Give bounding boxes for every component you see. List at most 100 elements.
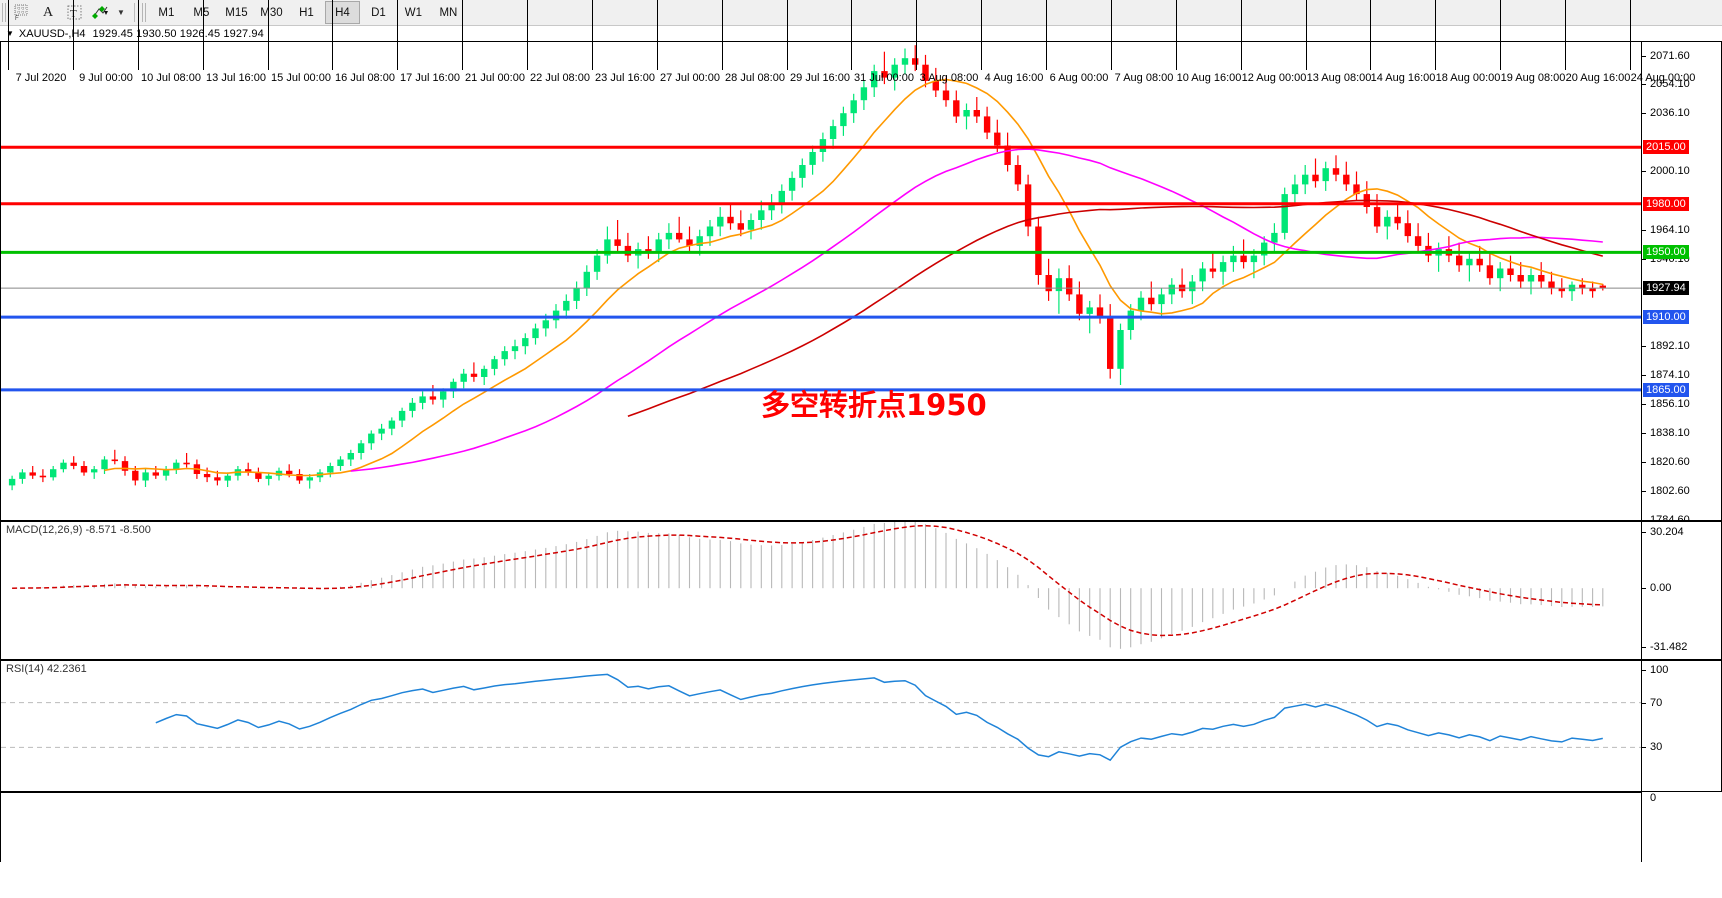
macd-pane[interactable]: MACD(12,26,9) -8.571 -8.500 30.204 0.00 -3…	[0, 521, 1722, 660]
time-axis-tick	[203, 0, 204, 70]
time-axis-label: 7 Jul 2020	[15, 72, 67, 84]
time-axis-tick	[1370, 0, 1371, 70]
time-axis-tick	[397, 0, 398, 70]
price-axis-tick	[1642, 229, 1646, 231]
symbol-bar: ▼ XAUUSD-,H4 1929.45 1930.50 1926.45 192…	[0, 26, 1722, 41]
chart-collapse-icon[interactable]: ▼	[6, 29, 14, 38]
time-axis-tick	[1630, 0, 1631, 70]
time-axis-label: 29 Jul 16:00	[790, 72, 850, 84]
macd-axis-label: 30.204	[1650, 526, 1684, 538]
timeframe-m15[interactable]: M15	[225, 6, 248, 19]
price-axis-tick	[1642, 113, 1646, 115]
price-axis-label: 1820.60	[1650, 455, 1690, 468]
timeframe-m30[interactable]: M30	[260, 6, 283, 19]
time-axis-label: 10 Aug 16:00	[1176, 72, 1242, 84]
time-axis-label: 21 Jul 00:00	[465, 72, 525, 84]
drawing-dropdown-caret-icon[interactable]: ▼	[117, 8, 125, 17]
drawing-objects-icon[interactable]	[87, 1, 113, 24]
price-chart-svg	[1, 45, 1641, 491]
price-axis-tick	[1642, 404, 1646, 406]
crosshair-grid-icon[interactable]: F	[9, 1, 35, 24]
time-axis-tick	[1500, 0, 1501, 70]
time-axis-tick	[787, 0, 788, 70]
rsi-pane[interactable]: RSI(14) 42.2361 100 70 30	[0, 660, 1722, 792]
timeframe-mn[interactable]: MN	[439, 6, 458, 19]
time-axis-tick	[1111, 0, 1112, 70]
time-axis-label: 24 Aug 00:00	[1630, 72, 1696, 84]
time-axis-tick	[1241, 0, 1242, 70]
symbol-label: XAUUSD-,H4	[18, 27, 86, 40]
macd-plot-area[interactable]	[1, 522, 1641, 659]
rsi-plot-area[interactable]	[1, 661, 1641, 791]
price-axis-tick	[1642, 375, 1646, 377]
time-axis-tick	[851, 0, 852, 70]
rsi-axis-label: 70	[1650, 696, 1663, 709]
time-axis-label: 7 Aug 08:00	[1114, 72, 1174, 84]
price-axis-label: 2071.60	[1650, 49, 1690, 62]
price-level-tag-support[interactable]: 1910.00	[1643, 310, 1689, 325]
price-axis-label: 1802.60	[1650, 484, 1690, 497]
rsi-axis-label: 30	[1650, 741, 1663, 754]
price-level-tag-support[interactable]: 1865.00	[1643, 382, 1689, 397]
price-axis-tick	[1642, 520, 1646, 521]
timeframe-grip[interactable]	[141, 3, 147, 22]
time-axis-label: 22 Jul 08:00	[530, 72, 590, 84]
time-axis-label: 18 Aug 00:00	[1435, 72, 1501, 84]
time-axis-tick	[527, 0, 528, 70]
price-level-tag-resistance[interactable]: 2015.00	[1643, 140, 1689, 155]
time-axis-tick	[73, 0, 74, 70]
price-axis-tick	[1642, 461, 1646, 463]
rsi-axis-tick	[1642, 702, 1646, 704]
rsi-axis-tick	[1642, 670, 1646, 671]
time-axis-label: 28 Jul 08:00	[725, 72, 785, 84]
rsi-axis-tick	[1642, 747, 1646, 749]
time-axis-tick	[981, 0, 982, 70]
macd-axis-tick	[1642, 588, 1646, 590]
time-axis-tick	[138, 0, 139, 70]
price-axis-label: 1856.10	[1650, 398, 1690, 411]
time-axis-label: 20 Aug 16:00	[1565, 72, 1631, 84]
timeframe-m1[interactable]: M1	[158, 6, 175, 19]
price-axis-tick	[1642, 171, 1646, 173]
time-axis-right-border	[1641, 792, 1642, 862]
rsi-chart-svg	[1, 673, 1641, 762]
price-pane[interactable]: 多空转折点1950 2071.60 2054.10 2036.10 2000.10 19…	[0, 41, 1722, 526]
price-level-tag-current[interactable]: 1927.94	[1643, 281, 1689, 296]
time-axis-label: 4 Aug 16:00	[984, 72, 1044, 84]
timeframe-h1[interactable]: H1	[299, 6, 314, 19]
price-axis-tick	[1642, 55, 1646, 57]
text-label-icon[interactable]: A	[42, 4, 54, 20]
time-axis-label: 17 Jul 16:00	[400, 72, 460, 84]
price-level-tag-pivot[interactable]: 1950.00	[1643, 245, 1689, 260]
toolbar-grip[interactable]	[2, 3, 7, 22]
time-axis-tick	[592, 0, 593, 70]
time-axis-tick	[462, 0, 463, 70]
timeframe-w1[interactable]: W1	[404, 6, 423, 19]
ohlc-quotes: 1929.45 1930.50 1926.45 1927.94	[92, 27, 264, 40]
time-axis-label: 27 Jul 00:00	[660, 72, 720, 84]
price-axis[interactable]: 2071.602054.102036.102000.101964.101946.…	[1641, 42, 1721, 526]
time-axis-tick	[332, 0, 333, 70]
price-level-tag-resistance[interactable]: 1980.00	[1643, 196, 1689, 211]
rsi-title: RSI(14) 42.2361	[6, 663, 87, 675]
price-plot-area[interactable]: 多空转折点1950	[1, 42, 1641, 520]
timeframe-m5[interactable]: M5	[193, 6, 210, 19]
price-axis-label: 2054.10	[1650, 77, 1690, 90]
macd-axis: 30.204 0.00 -31.482	[1641, 522, 1721, 659]
time-axis-label: 19 Aug 08:00	[1500, 72, 1566, 84]
time-axis-zero-label: 0	[1650, 792, 1657, 804]
time-axis: 7 Jul 2020 9 Jul 00:00 10 Jul 08:00 13 Jul …	[0, 0, 1695, 106]
time-axis-tick	[1046, 0, 1047, 70]
svg-text:F: F	[15, 16, 19, 21]
timeframe-d1[interactable]: D1	[371, 6, 386, 19]
time-axis-tick	[1306, 0, 1307, 70]
price-axis-label: 1874.10	[1650, 369, 1690, 382]
macd-axis-label: -31.482	[1650, 641, 1688, 653]
time-axis-label: 23 Jul 16:00	[595, 72, 655, 84]
timeframe-h4[interactable]: H4	[324, 1, 360, 24]
time-axis-pane[interactable]: 7 Jul 2020 9 Jul 00:00 10 Jul 08:00 13 Jul …	[0, 0, 1722, 106]
time-axis-left-border	[0, 792, 1, 862]
toolbar-separator	[133, 3, 135, 22]
macd-axis-tick	[1642, 532, 1646, 533]
